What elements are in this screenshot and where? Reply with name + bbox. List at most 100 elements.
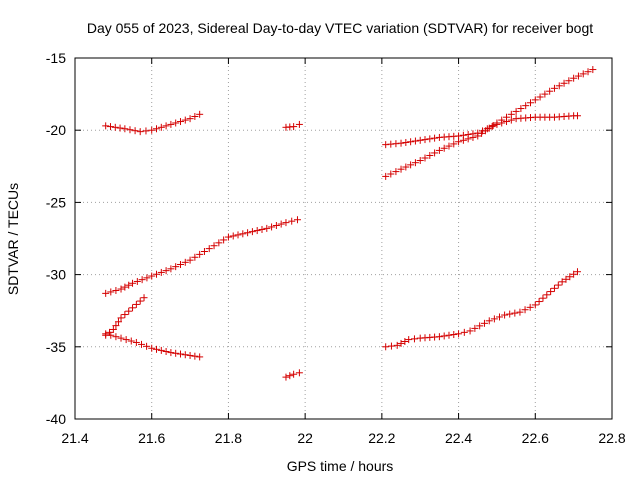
data-point [295, 369, 303, 377]
data-point [493, 119, 501, 127]
data-point [546, 87, 554, 95]
plot-frame [74, 57, 613, 420]
data-point [426, 151, 434, 159]
data-point [387, 342, 395, 350]
data-point [186, 115, 194, 123]
data-point [263, 224, 271, 232]
data-point [114, 318, 122, 326]
data-point [127, 337, 135, 345]
data-point [282, 219, 290, 227]
data-point [566, 273, 574, 281]
data-point [455, 330, 463, 338]
data-point [172, 263, 180, 271]
data-point [507, 110, 515, 118]
data-point [181, 258, 189, 266]
data-point [290, 370, 298, 378]
data-point [402, 163, 410, 171]
data-point [501, 311, 509, 319]
data-point [431, 149, 439, 157]
data-point [476, 322, 484, 330]
data-point [191, 112, 199, 120]
data-point [521, 306, 529, 314]
data-point [153, 345, 161, 353]
data-point [282, 373, 290, 381]
data-point [142, 127, 150, 135]
data-point [138, 276, 146, 284]
data-point [191, 352, 199, 360]
data-point [539, 294, 547, 302]
data-point [277, 220, 285, 228]
data-point [121, 283, 129, 291]
y-tick-label: -15 [46, 50, 66, 66]
data-point [133, 277, 141, 285]
data-point [550, 84, 558, 92]
data-point [125, 307, 133, 315]
data-point [157, 346, 165, 354]
data-point [450, 140, 458, 148]
data-point [410, 335, 418, 343]
data-point [167, 120, 175, 128]
data-point [286, 372, 294, 380]
data-point [421, 154, 429, 162]
data-point [106, 123, 114, 131]
data-point [574, 72, 582, 80]
data-point [445, 331, 453, 339]
data-point [122, 336, 130, 344]
x-tick-label: 22.2 [368, 430, 395, 446]
x-tick-label: 22.8 [598, 430, 625, 446]
y-tick-label: -40 [46, 411, 66, 427]
data-point [186, 256, 194, 264]
data-point [162, 267, 170, 275]
data-point [112, 286, 120, 294]
data-point [480, 319, 488, 327]
data-point [469, 133, 477, 141]
data-point [416, 157, 424, 165]
data-point [517, 105, 525, 113]
data-point [485, 124, 493, 132]
data-point [107, 331, 115, 339]
data-point [117, 285, 125, 293]
data-point [570, 74, 578, 82]
data-point [239, 230, 247, 238]
data-point [397, 339, 405, 347]
data-point [167, 349, 175, 357]
data-point [392, 168, 400, 176]
data-point [460, 328, 468, 336]
data-point [191, 253, 199, 261]
data-point [117, 334, 125, 342]
data-point [455, 138, 463, 146]
data-point [506, 310, 514, 318]
data-point [200, 247, 208, 255]
data-point [107, 288, 115, 296]
data-point [478, 129, 486, 137]
data-point [143, 342, 151, 350]
data-point [589, 66, 597, 74]
data-point [112, 322, 120, 330]
x-tick-label: 21.6 [138, 430, 165, 446]
data-point [157, 268, 165, 276]
data-point [584, 68, 592, 76]
data-point [516, 308, 524, 316]
data-point [573, 112, 581, 120]
y-axis-title: SDTVAR / TECUs [5, 183, 21, 295]
data-point [397, 139, 405, 147]
x-axis-title: GPS time / hours [287, 458, 394, 474]
data-point [102, 122, 110, 130]
data-point [176, 260, 184, 268]
data-point [117, 314, 125, 322]
data-point [102, 330, 110, 338]
data-point [157, 123, 165, 131]
data-point [535, 298, 543, 306]
data-point [196, 110, 204, 118]
data-point [205, 245, 213, 253]
data-point [126, 126, 134, 134]
data-point [401, 338, 409, 346]
data-point [573, 268, 581, 276]
data-point [474, 132, 482, 140]
data-point [407, 161, 415, 169]
data-point [148, 344, 156, 352]
data-point [426, 135, 434, 143]
data-point [253, 227, 261, 235]
data-point [531, 301, 539, 309]
